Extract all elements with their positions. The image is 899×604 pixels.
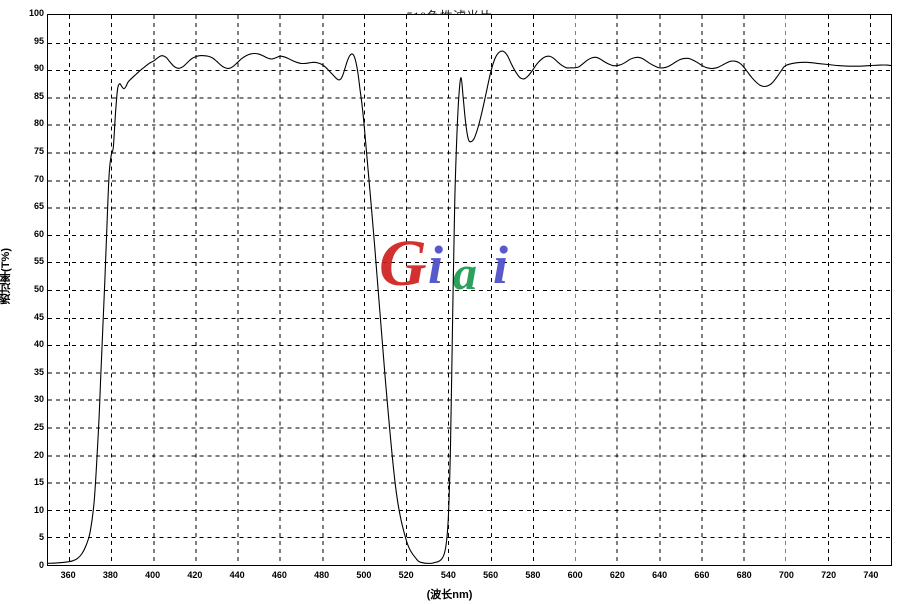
x-tick-label: 420 xyxy=(187,570,203,580)
curve-path xyxy=(48,50,891,564)
x-tick-label: 360 xyxy=(60,570,76,580)
y-tick-label: 70 xyxy=(33,173,44,184)
y-tick-label: 95 xyxy=(33,35,44,46)
y-tick-label: 90 xyxy=(33,63,44,74)
y-tick-label: 100 xyxy=(28,8,44,18)
y-tick-label: 15 xyxy=(33,477,44,488)
y-tick-label: 45 xyxy=(33,311,44,322)
x-axis-title: (波长nm) xyxy=(426,589,473,601)
y-tick-label: 75 xyxy=(33,146,44,156)
x-tick-label: 520 xyxy=(398,570,414,580)
x-tick-label: 720 xyxy=(821,570,837,580)
y-tick-label: 20 xyxy=(33,449,44,460)
x-tick-label: 480 xyxy=(314,570,330,580)
y-tick-label: 5 xyxy=(38,532,44,543)
y-tick-label: 40 xyxy=(33,339,44,350)
y-axis-tick-labels: 0 5 10 15 20 25 30 35 40 45 50 55 60 65 70 75 80 85 90 95 10… xyxy=(0,0,44,604)
x-tick-label: 460 xyxy=(271,570,287,580)
x-tick-label: 660 xyxy=(694,570,710,580)
x-tick-label: 400 xyxy=(145,570,161,580)
x-tick-label: 500 xyxy=(356,570,372,580)
x-tick-label: 440 xyxy=(229,570,245,580)
y-tick-label: 35 xyxy=(33,366,44,377)
grid-lines xyxy=(48,15,891,565)
y-tick-label: 60 xyxy=(33,228,44,239)
y-tick-label: 25 xyxy=(33,422,44,432)
x-tick-label: 600 xyxy=(567,570,583,580)
x-tick-label: 380 xyxy=(102,570,118,580)
x-tick-label: 700 xyxy=(778,570,794,580)
transmission-curve xyxy=(48,50,891,564)
x-tick-label: 540 xyxy=(440,570,456,580)
x-tick-label: 640 xyxy=(652,570,668,580)
y-tick-label: 80 xyxy=(33,118,44,129)
y-tick-label: 55 xyxy=(33,256,44,267)
y-tick-label: 0 xyxy=(38,560,44,570)
y-tick-label: 30 xyxy=(33,394,44,405)
y-tick-label: 85 xyxy=(33,90,44,101)
y-tick-label: 65 xyxy=(33,201,44,212)
x-tick-label: 740 xyxy=(863,570,879,580)
x-tick-label: 560 xyxy=(483,570,499,580)
x-tick-label: 680 xyxy=(736,570,752,580)
x-tick-label: 620 xyxy=(609,570,625,580)
x-tick-label: 580 xyxy=(525,570,541,580)
y-tick-label: 50 xyxy=(33,284,44,294)
y-tick-label: 10 xyxy=(33,504,44,515)
